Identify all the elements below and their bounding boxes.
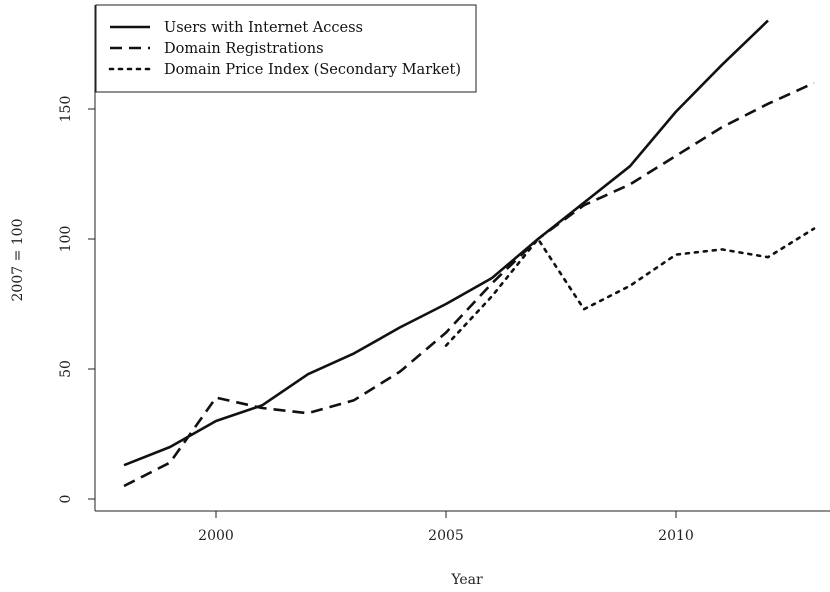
series-line-1 xyxy=(123,19,769,467)
series-line-2 xyxy=(123,81,815,488)
y-axis: 0 50 100 150 xyxy=(58,96,95,504)
legend-label: Domain Registrations xyxy=(164,41,324,57)
series-layer xyxy=(123,19,816,488)
x-axis-label: Year xyxy=(450,572,483,588)
legend: Users with Internet Access Domain Registr… xyxy=(95,4,477,93)
legend-label: Domain Price Index (Secondary Market) xyxy=(164,62,461,78)
series-line-3 xyxy=(444,227,816,347)
y-tick-label: 100 xyxy=(58,226,74,253)
legend-box xyxy=(95,4,477,93)
legend-label: Users with Internet Access xyxy=(164,20,363,36)
plot-area xyxy=(94,5,830,512)
y-tick-label: 0 xyxy=(58,495,74,504)
x-tick-label: 2010 xyxy=(658,528,694,544)
y-axis-label: 2007 = 100 xyxy=(10,219,26,302)
y-tick-label: 150 xyxy=(58,96,74,123)
y-tick-label: 50 xyxy=(58,360,74,378)
x-axis: 2000 2005 2010 xyxy=(198,511,694,544)
x-tick-label: 2005 xyxy=(428,528,464,544)
x-tick-label: 2000 xyxy=(198,528,234,544)
